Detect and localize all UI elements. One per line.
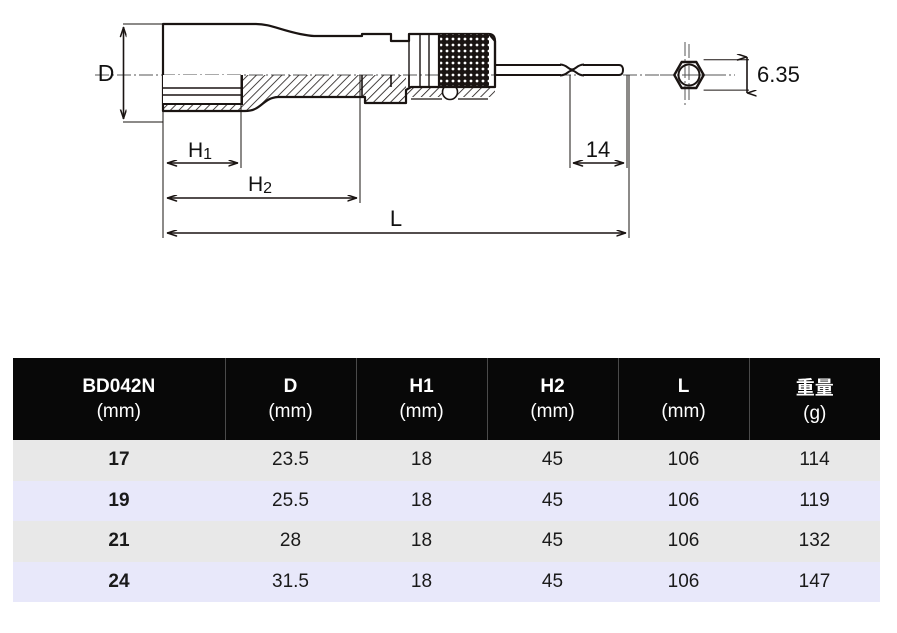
svg-text:14: 14 [586,137,610,162]
svg-text:D: D [98,60,115,86]
svg-text:H1: H1 [188,139,212,163]
svg-text:L: L [390,206,402,231]
svg-text:6.35: 6.35 [757,62,800,87]
svg-text:H2: H2 [248,173,272,197]
